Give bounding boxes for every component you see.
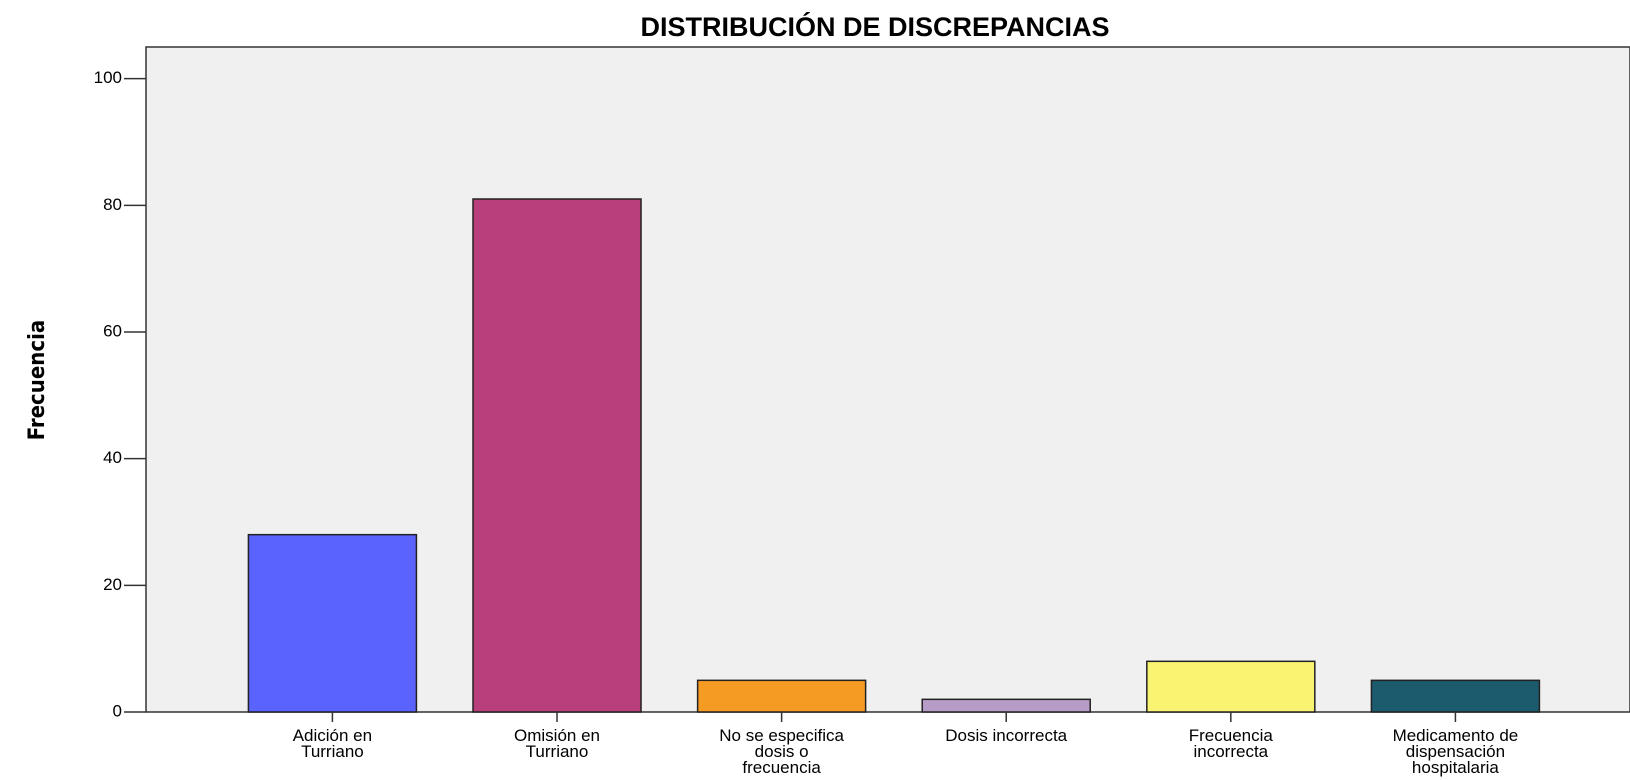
bar [247, 533, 418, 713]
chart-title: DISTRIBUCIÓN DE DISCREPANCIAS [640, 11, 1109, 42]
x-tick-label: Omisión en Turriano [514, 726, 600, 761]
bar [696, 679, 867, 713]
y-tick-label: 20 [103, 575, 122, 594]
y-tick-label: 40 [103, 448, 122, 467]
y-tick-label: 80 [103, 195, 122, 214]
bar [921, 698, 1091, 713]
bar [472, 198, 642, 713]
y-tick-label: 60 [103, 321, 122, 340]
y-tick-label: 0 [113, 701, 122, 720]
bar [1146, 660, 1316, 713]
x-tick-label: Adición en Turriano [292, 726, 373, 761]
y-axis-label: Frecuencia [25, 320, 50, 441]
x-tick-label: Medicamento de dispensación hospitalaria [1392, 726, 1519, 777]
x-tick-label: Dosis incorrecta [945, 726, 1068, 745]
x-tick-label: Frecuencia incorrecta [1188, 726, 1273, 761]
y-tick-label: 100 [94, 68, 122, 87]
x-tick-label: No se especifica dosis o frecuencia [719, 726, 844, 777]
bar [1370, 679, 1541, 713]
